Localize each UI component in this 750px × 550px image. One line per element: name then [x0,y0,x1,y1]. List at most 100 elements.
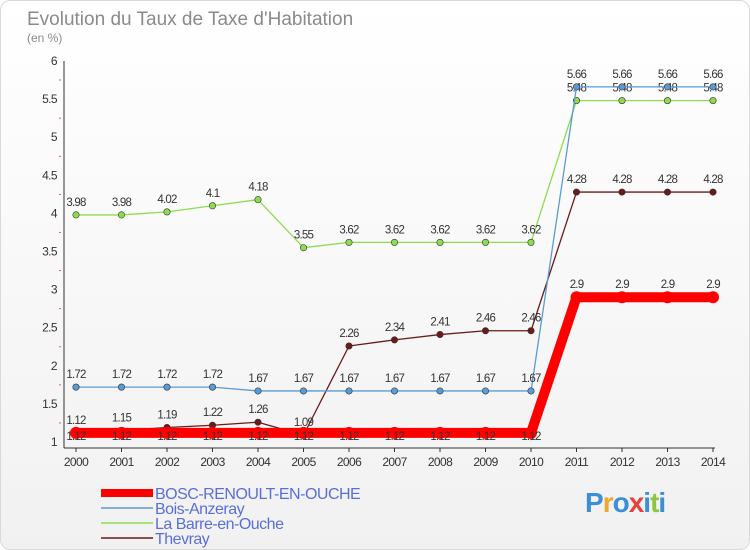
x-tick-label: 2005 [291,455,316,469]
data-label: 3.62 [521,224,541,236]
data-label: 4.02 [157,194,177,206]
data-point [527,387,535,395]
x-tick-label: 2007 [382,455,407,469]
data-point [616,291,628,304]
data-label: 2.46 [476,313,496,325]
data-label: 1.72 [157,369,177,381]
data-point [345,387,353,395]
data-label: 1.12 [112,431,132,443]
data-label: 1.12 [339,431,359,443]
x-tick-label: 2008 [428,455,453,469]
data-point [663,188,671,196]
x-tick-label: 2003 [200,455,225,469]
data-label: 1.15 [112,413,132,425]
data-point [161,426,173,439]
y-tick-label: 4.5 [42,168,58,182]
data-label: 3.62 [339,224,359,236]
data-point [527,238,535,246]
data-label: 3.98 [112,197,132,209]
data-label: 1.12 [430,431,450,443]
data-point [481,387,489,395]
data-label: 2.46 [521,313,541,325]
data-point [115,426,128,439]
data-label: 4.28 [703,174,723,186]
data-label: 1.12 [521,431,541,443]
data-point [390,336,398,344]
x-tick-label: 2006 [337,455,362,469]
legend-label: BOSC-RENOULT-EN-OUCHE [155,486,360,503]
series-bois-anzeray: 1.72 1.72 1.72 1.72 1.67 1.67 1.67 1.67 1.67 1.67… [66,69,724,395]
logo-letter: t [650,487,659,518]
logo-letter: x [628,487,645,518]
data-point [436,238,444,246]
data-label: 1.12 [476,431,496,443]
y-tick-label: 3.5 [42,245,58,259]
data-point [709,97,717,105]
data-point [436,331,444,339]
y-tick-label: 2 [51,359,58,373]
data-point [572,83,580,91]
chart-title: Evolution du Taux de Taxe d'Habitation [27,9,353,30]
data-point [343,426,355,439]
data-label: 1.22 [203,407,223,419]
data-label: 3.55 [294,230,314,242]
x-tick-label: 2013 [655,455,680,469]
x-tick-label: 2010 [519,455,544,469]
y-tick-label: 6 [51,54,58,68]
data-label: 1.12 [385,431,405,443]
data-point [479,426,492,439]
data-point [709,188,717,196]
data-label: 5.66 [612,69,632,81]
data-label: 1.67 [248,373,268,385]
data-label: 5.66 [567,69,587,81]
data-label: 2.26 [339,328,359,340]
logo-letter: i [658,487,666,518]
data-point [252,426,264,439]
data-point [525,426,537,439]
data-point [434,426,446,439]
data-point [436,387,444,395]
data-label: 1.19 [157,410,177,422]
legend-label: La Barre-en-Ouche [155,516,284,533]
data-label: 1.09 [294,417,314,429]
data-point [481,327,489,335]
data-label: 1.12 [294,431,314,443]
data-point [707,291,719,304]
y-tick-label: 3 [51,283,58,297]
data-label: 2.41 [430,317,450,329]
data-point [118,211,126,219]
data-label: 1.12 [157,431,177,443]
data-point [618,188,626,196]
y-tick-label: 5 [51,130,58,144]
data-label: 1.72 [203,369,223,381]
x-tick-label: 2012 [610,455,635,469]
data-label: 1.67 [521,373,541,385]
data-label: 5.66 [658,69,678,81]
data-label: 3.62 [385,224,405,236]
data-point [572,188,580,196]
data-point [72,211,80,219]
legend-label: Bois-Anzeray [155,501,245,518]
data-point [388,426,401,439]
proxiti-logo: Proxiti [585,487,666,519]
data-point [163,383,171,391]
data-label: 2.9 [570,279,584,291]
x-tick-label: 2004 [246,455,271,469]
axes: 1 1.5 2 2.5 3 3.5 4 4.5 5 5.5 6 2000 2001 2002 2003 200… [42,54,727,469]
data-label: 4.28 [612,174,632,186]
data-point [118,383,126,391]
data-label: 1.72 [112,369,132,381]
series-bosc-renoult-en-ouche: 1.12 1.12 1.12 1.12 1.12 1.12 1.12 1.12 1.12 1.12… [66,279,721,443]
x-tick-label: 2002 [155,455,180,469]
x-tick-label: 2014 [701,455,726,469]
data-point [618,97,626,105]
logo-letter: o [612,487,630,518]
data-label: 1.12 [66,431,86,443]
data-point [390,387,398,395]
data-label: 1.72 [66,369,86,381]
data-label: 4.18 [248,182,268,194]
data-point [663,83,671,91]
